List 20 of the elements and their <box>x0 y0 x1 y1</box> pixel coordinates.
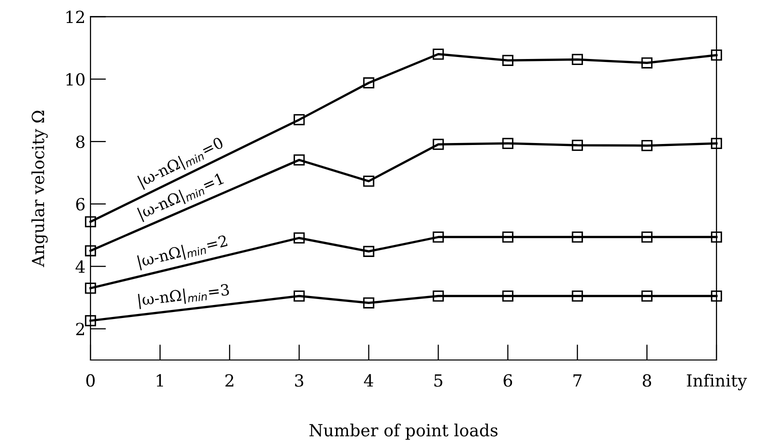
x-tick-label: 0 <box>86 374 95 387</box>
x-tick-label: 3 <box>295 374 304 387</box>
text: |ω-nΩ|$_{min}$=3 <box>138 283 230 310</box>
y-tick-label: 8 <box>76 136 85 148</box>
y-tick-label: 2 <box>76 322 84 336</box>
text: |ω-nΩ|$_{min}$=2 <box>137 234 228 270</box>
y-tick-label: 12 <box>66 10 84 24</box>
y-tick-label: 4 <box>76 260 85 273</box>
x-tick-label: 2 <box>225 374 234 387</box>
y-tick-label: 6 <box>76 198 85 211</box>
x-tick-label: 5 <box>434 374 442 387</box>
y-axis-title: Angular velocity Ω <box>31 110 48 268</box>
x-tick-label: 6 <box>504 374 512 387</box>
x-tick-label: 8 <box>642 374 652 387</box>
x-tick-label: Infinity <box>686 374 747 390</box>
x-tick-label: 7 <box>573 374 582 387</box>
x-axis-title: Number of point loads <box>309 424 498 440</box>
x-tick-label: 4 <box>364 374 374 387</box>
y-tick-label: 10 <box>66 73 85 86</box>
x-tick-label: 1 <box>156 374 163 387</box>
